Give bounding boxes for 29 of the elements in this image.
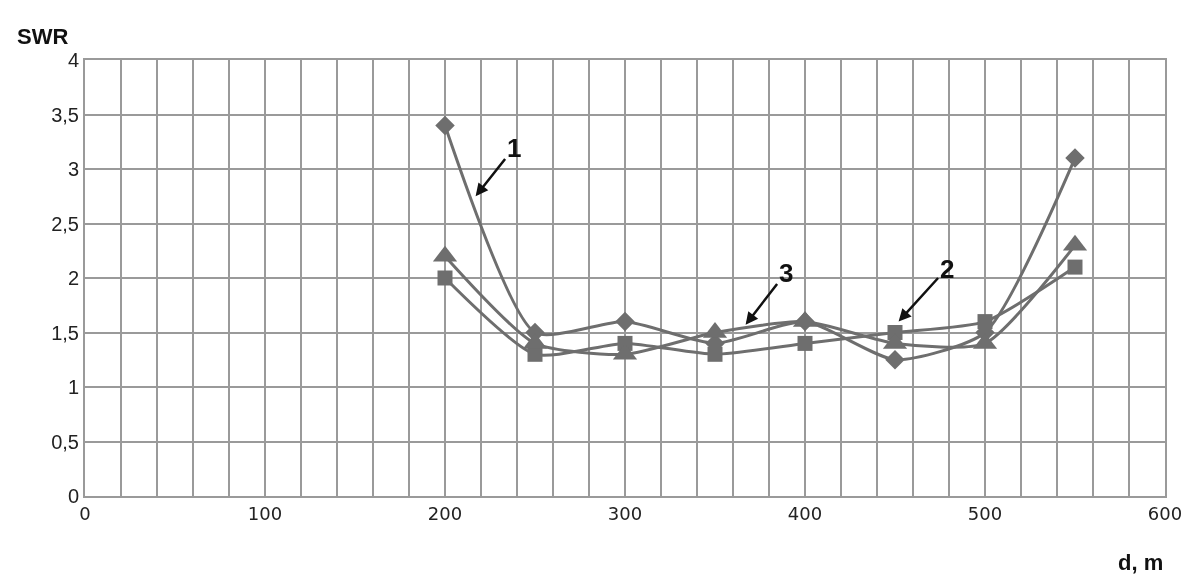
point <box>885 350 905 370</box>
point <box>1067 259 1083 275</box>
x-tick-label: 400 <box>787 502 823 524</box>
y-tick-label: 3,5 <box>51 103 79 126</box>
point <box>435 115 455 136</box>
point <box>615 311 635 332</box>
point <box>1065 148 1085 168</box>
y-tick-label: 2,5 <box>51 212 79 235</box>
x-tick-label: 300 <box>607 502 643 524</box>
x-axis-title: d, m <box>1118 550 1164 575</box>
x-tick-label: 600 <box>1147 502 1183 524</box>
x-tick-label: 500 <box>967 502 1003 524</box>
y-tick-label: 0 <box>67 485 79 507</box>
y-tick-label: 3 <box>67 158 79 180</box>
annotation: 2 <box>940 254 955 284</box>
y-tick-label: 1,5 <box>51 321 79 344</box>
y-tick-label: 2 <box>67 267 79 289</box>
annotation: 1 <box>507 133 522 163</box>
y-tick-label: 4 <box>67 49 79 71</box>
y-axis-title: SWR <box>17 24 69 49</box>
x-tick-label: 200 <box>427 502 463 524</box>
y-tick-label: 0,5 <box>51 430 79 453</box>
y-tick-label: 1 <box>67 376 79 398</box>
point <box>977 314 993 330</box>
point <box>797 335 813 351</box>
point <box>437 270 453 286</box>
annotation: 3 <box>779 258 794 288</box>
point <box>707 346 723 362</box>
x-tick-label: 100 <box>247 502 283 524</box>
